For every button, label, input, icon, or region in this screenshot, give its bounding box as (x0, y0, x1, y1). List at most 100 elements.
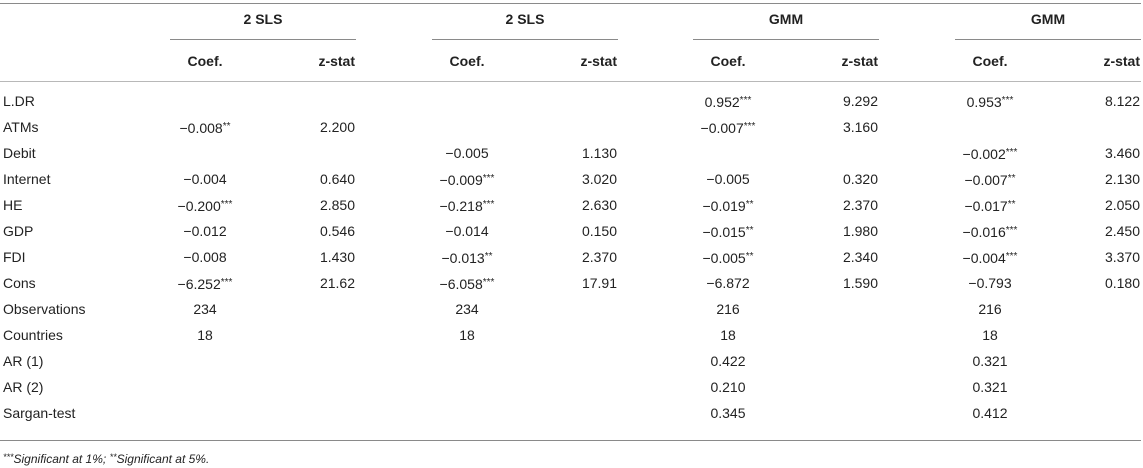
significance-stars: *** (1001, 95, 1014, 106)
cell-value: 18 (982, 327, 998, 343)
cell-value: 1.980 (842, 223, 878, 239)
cell-value: 234 (193, 301, 217, 317)
group-header-4: GMM (1030, 11, 1066, 27)
cell-value: 17.91 (581, 275, 617, 291)
cell-value: −6.252 (177, 276, 221, 292)
cell-value: −0.009 (439, 172, 483, 188)
cell-value: −0.013 (441, 250, 485, 266)
zstat-header-2: z-stat (580, 53, 617, 69)
significance-stars: *** (482, 277, 495, 288)
cell-value: 0.321 (972, 379, 1008, 395)
cell-value: −0.008 (179, 120, 223, 136)
cell-value: 1.590 (842, 275, 878, 291)
coef-cell: −0.015** (668, 222, 788, 241)
row-label: L.DR (3, 93, 35, 109)
coef-cell: 18 (668, 326, 788, 344)
cell-value: 18 (720, 327, 736, 343)
zstat-cell: 0.150 (537, 222, 617, 240)
coef-cell: −0.005 (407, 144, 527, 162)
zstat-cell: 2.370 (798, 196, 878, 214)
zstat-cell: 0.546 (275, 222, 355, 240)
significance-stars: *** (739, 95, 752, 106)
cell-value: 18 (459, 327, 475, 343)
table-footnote: ***Significant at 1%; **Significant at 5… (3, 450, 209, 466)
coef-cell: −0.218*** (407, 196, 527, 215)
cell-value: 216 (978, 301, 1002, 317)
significance-stars: *** (1005, 225, 1018, 236)
zstat-cell: 1.980 (798, 222, 878, 240)
coef-cell: 0.345 (668, 404, 788, 422)
coef-header-2: Coef. (449, 53, 485, 69)
coef-cell: −0.017** (930, 196, 1050, 215)
significance-stars: ** (484, 251, 493, 262)
zstat-header-4: z-stat (1103, 53, 1140, 69)
zstat-cell: 21.62 (275, 274, 355, 292)
coef-cell: −0.009*** (407, 170, 527, 189)
significance-stars: *** (1005, 147, 1018, 158)
coef-cell: −6.872 (668, 274, 788, 292)
zstat-cell: 3.370 (1060, 248, 1140, 266)
zstat-cell: 2.450 (1060, 222, 1140, 240)
coef-cell: 216 (668, 300, 788, 318)
coef-cell: −0.005** (668, 248, 788, 267)
cell-value: −0.793 (968, 275, 1012, 291)
zstat-cell: 0.320 (798, 170, 878, 188)
cell-value: −6.872 (706, 275, 750, 291)
cell-value: 0.180 (1104, 275, 1140, 291)
zstat-header-1: z-stat (318, 53, 355, 69)
cell-value: −0.004 (962, 250, 1006, 266)
group-header-2: 2 SLS (505, 11, 545, 27)
cell-value: −0.004 (183, 171, 227, 187)
row-label: Cons (3, 275, 36, 291)
cell-value: −0.007 (964, 172, 1008, 188)
zstat-cell: 2.130 (1060, 170, 1140, 188)
footnote-sig1-text: Significant at 1%; (13, 452, 110, 466)
significance-stars: *** (1005, 251, 1018, 262)
zstat-cell: 2.050 (1060, 196, 1140, 214)
cell-value: 2.630 (581, 197, 617, 213)
cell-value: 9.292 (842, 93, 878, 109)
significance-stars: *** (220, 199, 233, 210)
row-label: GDP (3, 223, 34, 239)
significance-stars: *** (743, 121, 756, 132)
group-underline-3 (693, 39, 879, 40)
cell-value: −0.012 (183, 223, 227, 239)
coef-header-3: Coef. (710, 53, 746, 69)
zstat-cell: 17.91 (537, 274, 617, 292)
cell-value: −0.014 (445, 223, 489, 239)
cell-value: −0.002 (962, 146, 1006, 162)
top-rule (0, 3, 1141, 4)
coef-cell: 0.210 (668, 378, 788, 396)
cell-value: 2.370 (842, 197, 878, 213)
significance-stars: ** (222, 121, 231, 132)
zstat-cell: 2.370 (537, 248, 617, 266)
significance-stars: *** (220, 277, 233, 288)
zstat-cell: 1.590 (798, 274, 878, 292)
footnote-sig5-text: Significant at 5%. (116, 452, 210, 466)
cell-value: 2.050 (1104, 197, 1140, 213)
coef-cell: −0.008 (145, 248, 265, 266)
zstat-header-3: z-stat (841, 53, 878, 69)
significance-stars: ** (745, 251, 754, 262)
row-label: Internet (3, 171, 51, 187)
cell-value: 1.130 (581, 145, 617, 161)
zstat-cell: 8.122 (1060, 92, 1140, 110)
cell-value: 0.953 (966, 94, 1002, 110)
footnote-sig1-stars: *** (3, 452, 14, 462)
significance-stars: ** (1007, 173, 1016, 184)
coef-header-4: Coef. (972, 53, 1008, 69)
coef-cell: −6.252*** (145, 274, 265, 293)
cell-value: 3.460 (1104, 145, 1140, 161)
coef-cell: 234 (407, 300, 527, 318)
cell-value: 0.546 (319, 223, 355, 239)
coef-cell: −0.014 (407, 222, 527, 240)
cell-value: −0.019 (702, 198, 746, 214)
cell-value: −0.218 (439, 198, 483, 214)
cell-value: −0.005 (702, 250, 746, 266)
zstat-cell: 2.200 (275, 118, 355, 136)
coef-cell: −6.058*** (407, 274, 527, 293)
significance-stars: ** (745, 199, 754, 210)
coef-cell: 0.321 (930, 352, 1050, 370)
row-label: HE (3, 197, 23, 213)
coef-cell: 216 (930, 300, 1050, 318)
